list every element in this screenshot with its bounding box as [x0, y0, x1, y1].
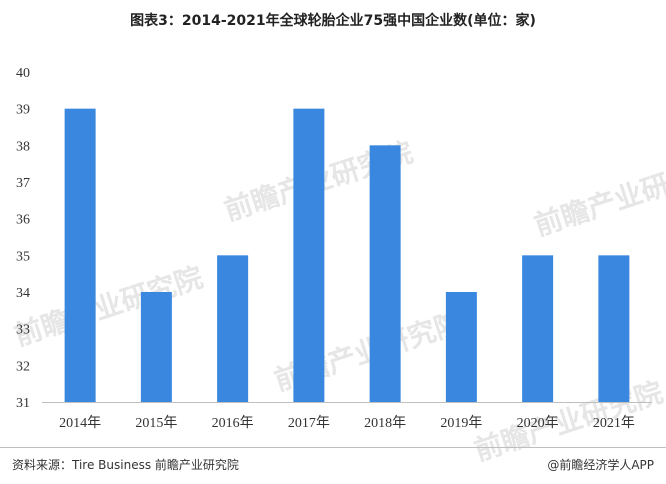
chart-title: 图表3：2014-2021年全球轮胎企业75强中国企业数(单位：家) [130, 13, 536, 29]
bar [217, 255, 249, 402]
y-tick-label: 37 [16, 176, 30, 191]
y-tick-label: 36 [16, 213, 30, 228]
x-tick-label: 2021年 [593, 415, 635, 431]
y-tick-label: 39 [16, 103, 30, 118]
bar [293, 108, 325, 403]
y-tick-label: 34 [16, 286, 30, 301]
source-note: 资料来源：Tire Business 前瞻产业研究院 [12, 458, 239, 472]
y-tick-label: 31 [16, 396, 30, 411]
bar [522, 255, 554, 402]
bar [140, 292, 172, 402]
y-tick-label: 38 [16, 139, 30, 154]
y-tick-label: 35 [16, 249, 30, 264]
y-tick-label: 32 [16, 359, 30, 374]
x-tick-label: 2018年 [364, 415, 406, 431]
y-tick-label: 33 [16, 323, 30, 338]
x-tick-label: 2015年 [135, 415, 177, 431]
bar [369, 145, 401, 403]
x-tick-label: 2017年 [288, 415, 330, 431]
footer-divider [0, 447, 666, 448]
bar [64, 108, 96, 403]
bar [598, 255, 630, 402]
brand-credit: @前瞻经济学人APP [547, 458, 654, 472]
x-tick-label: 2020年 [517, 415, 559, 431]
x-tick-label: 2016年 [212, 415, 254, 431]
x-tick-label: 2019年 [440, 415, 482, 431]
y-tick-label: 40 [16, 66, 30, 81]
bar [445, 292, 477, 402]
x-tick-label: 2014年 [59, 415, 101, 431]
